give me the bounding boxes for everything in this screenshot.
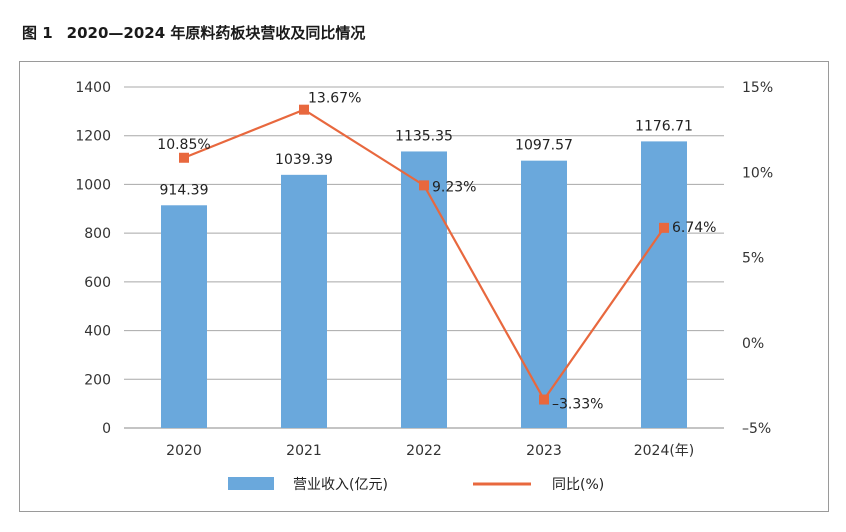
chart-frame: [19, 61, 829, 512]
y-left-tick-label: 1200: [75, 129, 111, 145]
bar-revenue-2020: [161, 205, 207, 428]
line-data-label: 9.23%: [432, 179, 476, 195]
line-data-label: 10.85%: [157, 137, 210, 153]
x-tick-label: 2022: [406, 443, 442, 459]
line-data-label: –3.33%: [552, 397, 603, 413]
line-point-2020: [179, 152, 189, 163]
y-right-tick-label: 10%: [742, 165, 773, 181]
x-tick-label: 2021: [286, 443, 322, 459]
legend-label-revenue: 营业收入(亿元): [293, 477, 388, 493]
x-tick-label: 2020: [166, 443, 202, 459]
bar-data-label: 1097.57: [515, 138, 573, 154]
bar-revenue-2021: [281, 174, 327, 428]
figure-title: 图 1 2020—2024 年原料药板块营收及同比情况: [22, 22, 365, 43]
y-left-tick-label: 600: [84, 275, 111, 291]
y-left-tick-label: 1400: [75, 80, 111, 96]
figure-label: 图 1: [22, 24, 53, 42]
bar-data-label: 1176.71: [635, 118, 693, 134]
line-data-label: 6.74%: [672, 220, 716, 236]
bar-data-label: 1135.35: [395, 128, 453, 144]
bar-data-label: 1039.39: [275, 152, 333, 168]
x-tick-label: 2024(年): [634, 443, 695, 459]
line-point-2023: [539, 394, 549, 405]
legend-label-yoy: 同比(%): [552, 477, 604, 493]
y-right-tick-label: –5%: [742, 421, 771, 437]
bar-revenue-2024: [641, 141, 687, 428]
y-right-tick-label: 5%: [742, 251, 764, 267]
bar-revenue-2023: [521, 160, 567, 428]
line-point-2021: [299, 104, 309, 115]
x-tick-label: 2023: [526, 443, 562, 459]
y-right-tick-label: 0%: [742, 336, 764, 352]
y-left-tick-label: 1000: [75, 177, 111, 193]
figure-title-text: 2020—2024 年原料药板块营收及同比情况: [66, 24, 366, 42]
legend-swatch-revenue: [228, 477, 274, 490]
line-point-2024: [659, 222, 669, 233]
y-right-tick-label: 15%: [742, 80, 773, 96]
line-data-label: 13.67%: [308, 91, 361, 107]
y-left-tick-label: 800: [84, 226, 111, 242]
bar-data-label: 914.39: [160, 182, 209, 198]
y-left-tick-label: 200: [84, 372, 111, 388]
bar-revenue-2022: [401, 151, 447, 428]
line-point-2022: [419, 180, 429, 191]
y-left-tick-label: 400: [84, 324, 111, 340]
y-left-tick-label: 0: [102, 421, 111, 437]
